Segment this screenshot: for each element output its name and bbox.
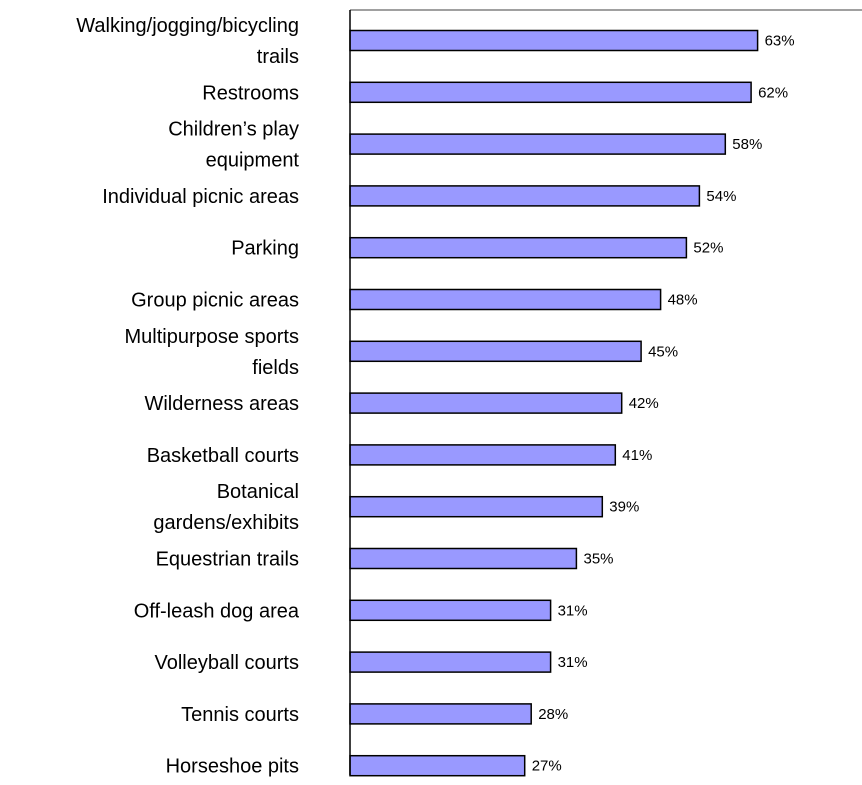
value-label: 42% (629, 395, 659, 412)
category-label: Multipurpose sports fields (124, 326, 299, 379)
value-label: 31% (558, 654, 588, 671)
category-label: Horseshoe pits (166, 756, 299, 778)
value-label: 48% (668, 292, 698, 309)
category-label: Group picnic areas (131, 290, 299, 312)
bar (349, 29, 759, 52)
bar (349, 444, 617, 466)
category-label-line: Off-leash dog area (134, 600, 300, 622)
category-label-line: fields (252, 357, 299, 379)
value-label: 39% (609, 499, 639, 516)
category-label: Walking/jogging/bicycling trails (76, 15, 299, 68)
value-label: 58% (732, 136, 762, 153)
value-label: 62% (758, 84, 788, 101)
value-label: 52% (693, 240, 723, 257)
value-label: 63% (765, 33, 795, 50)
category-labels: Walking/jogging/bicycling trails Restrooms… (76, 15, 300, 778)
value-label: 35% (584, 551, 614, 568)
category-label-line: equipment (206, 150, 300, 172)
category-label-line: Multipurpose sports (124, 326, 299, 348)
category-label: Off-leash dog area (134, 600, 300, 622)
bar (349, 392, 623, 414)
bar (349, 288, 662, 311)
category-label: Children’s play equipment (168, 119, 299, 172)
category-label: Botanical gardens/exhibits (153, 481, 299, 534)
category-label: Individual picnic areas (102, 186, 299, 208)
category-label-line: Botanical (217, 481, 299, 503)
value-label: 45% (648, 343, 678, 360)
category-label-line: Volleyball courts (154, 652, 299, 674)
value-label: 31% (558, 602, 588, 619)
value-label: 41% (622, 447, 652, 464)
category-label: Tennis courts (181, 704, 299, 726)
category-label-line: Tennis courts (181, 704, 299, 726)
bar (349, 340, 642, 363)
bar (349, 185, 701, 207)
category-label-line: Horseshoe pits (166, 756, 299, 778)
category-label-line: gardens/exhibits (153, 512, 299, 534)
bar (349, 495, 604, 518)
category-label: Wilderness areas (144, 393, 299, 415)
value-label: 54% (706, 188, 736, 205)
category-label-line: Individual picnic areas (102, 186, 299, 208)
category-label: Restrooms (202, 82, 299, 104)
value-label: 28% (538, 706, 568, 723)
category-label-line: Wilderness areas (144, 393, 299, 415)
category-label-line: Group picnic areas (131, 290, 299, 312)
bar (349, 651, 552, 673)
category-label: Basketball courts (147, 445, 299, 467)
category-label-line: trails (257, 46, 299, 68)
category-label-line: Basketball courts (147, 445, 299, 467)
category-label-line: Restrooms (202, 82, 299, 104)
bars-group (349, 29, 759, 777)
category-label: Volleyball courts (154, 652, 299, 674)
bar (349, 133, 727, 155)
bar (349, 236, 688, 259)
value-labels: 63% 62% 58% 54% 52% 48% 45% 42% 41% 39% 35% 31% 31% 2… (532, 33, 795, 775)
category-label: Equestrian trails (156, 549, 299, 571)
bar (349, 754, 526, 777)
category-label-line: Walking/jogging/bicycling (76, 15, 299, 37)
category-label: Parking (231, 238, 299, 260)
bar (349, 81, 752, 104)
category-label-line: Equestrian trails (156, 549, 299, 571)
category-label-line: Parking (231, 238, 299, 260)
bar (349, 599, 552, 622)
bar (349, 547, 578, 570)
value-label: 27% (532, 758, 562, 775)
bar (349, 703, 532, 725)
category-label-line: Children’s play (168, 119, 299, 141)
